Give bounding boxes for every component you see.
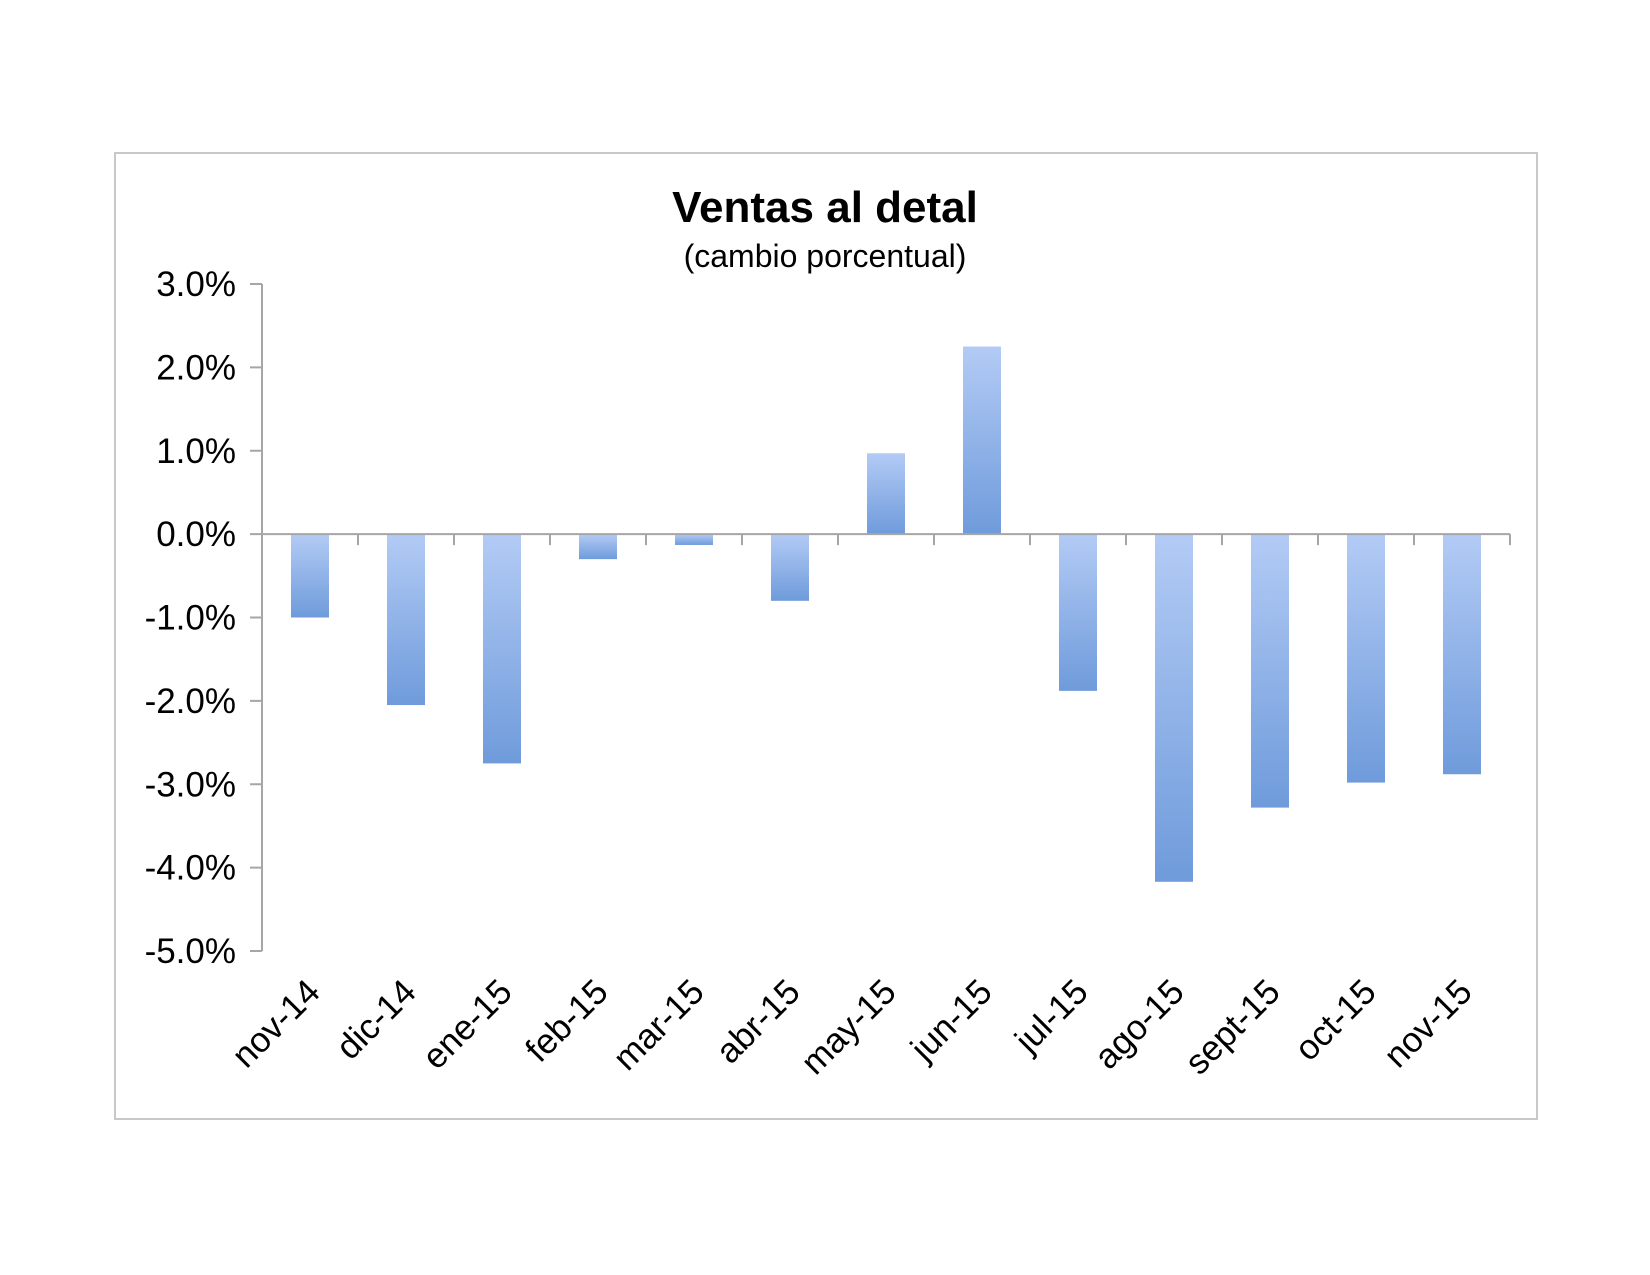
chart-subtitle: (cambio porcentual) [684,238,967,274]
bar-ago-15 [1155,534,1193,882]
x-category-label: ago-15 [1087,972,1192,1077]
y-tick-label: -1.0% [145,599,236,638]
y-tick-label: 0.0% [156,515,236,554]
x-axis [261,533,1511,546]
x-category-label: mar-15 [606,972,712,1078]
bar-jun-15 [963,346,1001,535]
y-tick-label: -5.0% [145,932,236,971]
y-tick-label: 3.0% [156,265,236,304]
x-category-label: dic-14 [329,972,424,1067]
bar-nov-14 [291,534,329,618]
x-category-label: jun-15 [903,972,1000,1069]
bar-feb-15 [579,534,617,560]
chart-title: Ventas al detal [672,183,978,232]
bar-nov-15 [1443,534,1481,775]
x-category-label: oct-15 [1287,972,1383,1068]
bar-ene-15 [483,534,521,764]
x-category-label: ene-15 [415,972,520,1077]
y-axis: 3.0% 2.0% 1.0% 0.0% -1.0% -2.0% -3.0% -4.0% -5.0… [145,265,263,971]
bar-mar-15 [675,534,713,545]
y-tick-label: -3.0% [145,765,236,804]
chart-frame [114,152,1538,1120]
category-labels: nov-14 dic-14ene-15feb-15mar-15abr-15may-… [224,972,1479,1082]
bars [291,346,1481,882]
bar-abr-15 [771,534,809,601]
y-tick-label: -2.0% [145,682,236,721]
bar-oct-15 [1347,534,1385,783]
y-tick-label: 1.0% [156,432,236,471]
x-category-label: sept-15 [1178,972,1288,1082]
x-category-label: nov-15 [1376,972,1479,1075]
x-category-label: feb-15 [518,972,616,1070]
bar-may-15 [867,453,905,535]
x-category-label: jul-15 [1007,972,1096,1061]
bar-sept-15 [1251,534,1289,808]
x-category-label: nov-14 [224,972,327,1075]
bar-dic-14 [387,534,425,706]
x-category-label: abr-15 [709,972,808,1071]
x-category-label: may-15 [794,972,904,1082]
bar-jul-15 [1059,534,1097,691]
y-tick-label: 2.0% [156,348,236,387]
y-tick-label: -4.0% [145,849,236,888]
